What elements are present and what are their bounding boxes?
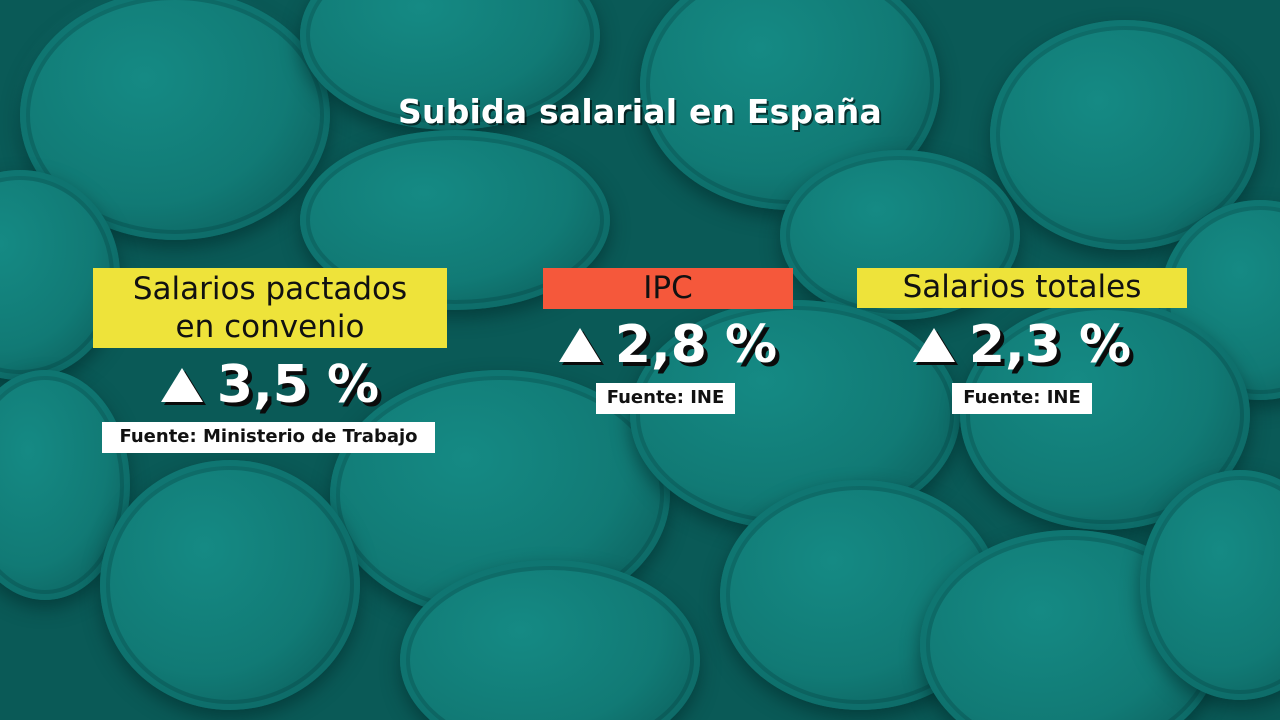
triangle-up-icon bbox=[558, 328, 601, 362]
indicator-label-line1: IPC bbox=[643, 270, 693, 306]
indicator-label-line1: Salarios pactados bbox=[132, 271, 408, 307]
indicator-value-text: 2,3 % bbox=[968, 315, 1132, 375]
indicator-source-salarios-totales: Fuente: INE bbox=[952, 383, 1092, 414]
indicator-source-ipc: Fuente: INE bbox=[596, 383, 735, 414]
indicator-label-ipc: IPC bbox=[543, 268, 793, 309]
indicator-label-convenio: Salarios pactados en convenio bbox=[93, 268, 447, 348]
indicator-value-convenio: 3,5 % bbox=[93, 354, 447, 416]
page-title: Subida salarial en España bbox=[398, 92, 882, 131]
triangle-up-icon bbox=[912, 328, 955, 362]
triangle-up-icon bbox=[160, 368, 203, 402]
indicator-source-convenio: Fuente: Ministerio de Trabajo bbox=[102, 422, 435, 453]
indicator-value-text: 2,8 % bbox=[614, 315, 778, 375]
indicator-value-ipc: 2,8 % bbox=[543, 314, 793, 376]
indicator-label-salarios-totales: Salarios totales bbox=[857, 268, 1187, 308]
indicator-label-line2: en convenio bbox=[175, 309, 365, 345]
indicator-label-line1: Salarios totales bbox=[902, 269, 1142, 305]
indicator-value-salarios-totales: 2,3 % bbox=[857, 314, 1187, 376]
indicator-value-text: 3,5 % bbox=[216, 355, 380, 415]
